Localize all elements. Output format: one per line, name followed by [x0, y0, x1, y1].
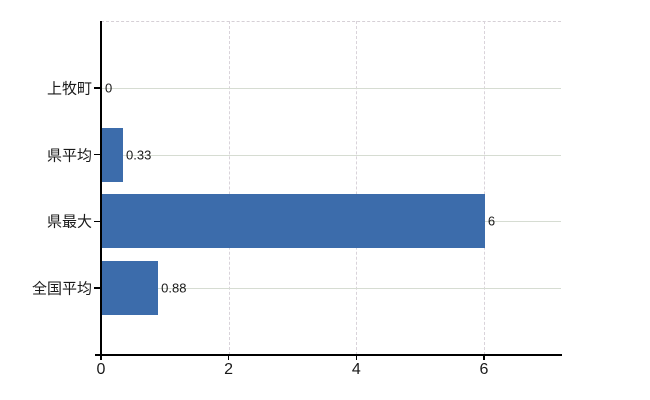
horizontal-gridline [101, 87, 561, 89]
category-label: 上牧町 [46, 80, 92, 98]
y-axis-tick [94, 153, 100, 156]
y-axis-tick [94, 287, 100, 289]
y-axis-line [100, 21, 102, 355]
y-axis-tick [94, 87, 100, 89]
y-axis-tick [94, 220, 100, 223]
x-tick-label: 4 [351, 361, 361, 378]
horizontal-gridline [101, 154, 561, 156]
x-axis-tick [100, 355, 102, 360]
x-tick-label: 2 [224, 361, 234, 378]
x-axis-tick [483, 355, 485, 360]
bar [102, 261, 159, 316]
bar-value-label: 0.88 [161, 280, 187, 296]
bar-value-label: 0 [105, 80, 113, 96]
x-axis-line [95, 354, 562, 356]
x-tick-label: 6 [479, 361, 489, 378]
category-label: 県最大 [46, 213, 92, 231]
category-label: 県平均 [46, 147, 92, 165]
vertical-gridline [356, 21, 358, 355]
vertical-gridline [228, 21, 230, 355]
plot-top-border [101, 21, 561, 22]
horizontal-gridline [101, 288, 561, 290]
vertical-gridline [483, 21, 485, 355]
x-axis-tick [227, 355, 230, 360]
bar-value-label: 6 [487, 213, 496, 229]
x-tick-label: 0 [96, 361, 106, 378]
category-label: 全国平均 [31, 280, 92, 298]
bar [102, 194, 485, 249]
x-axis-tick [355, 355, 358, 360]
bar [102, 127, 124, 182]
bar-value-label: 0.33 [126, 147, 152, 163]
